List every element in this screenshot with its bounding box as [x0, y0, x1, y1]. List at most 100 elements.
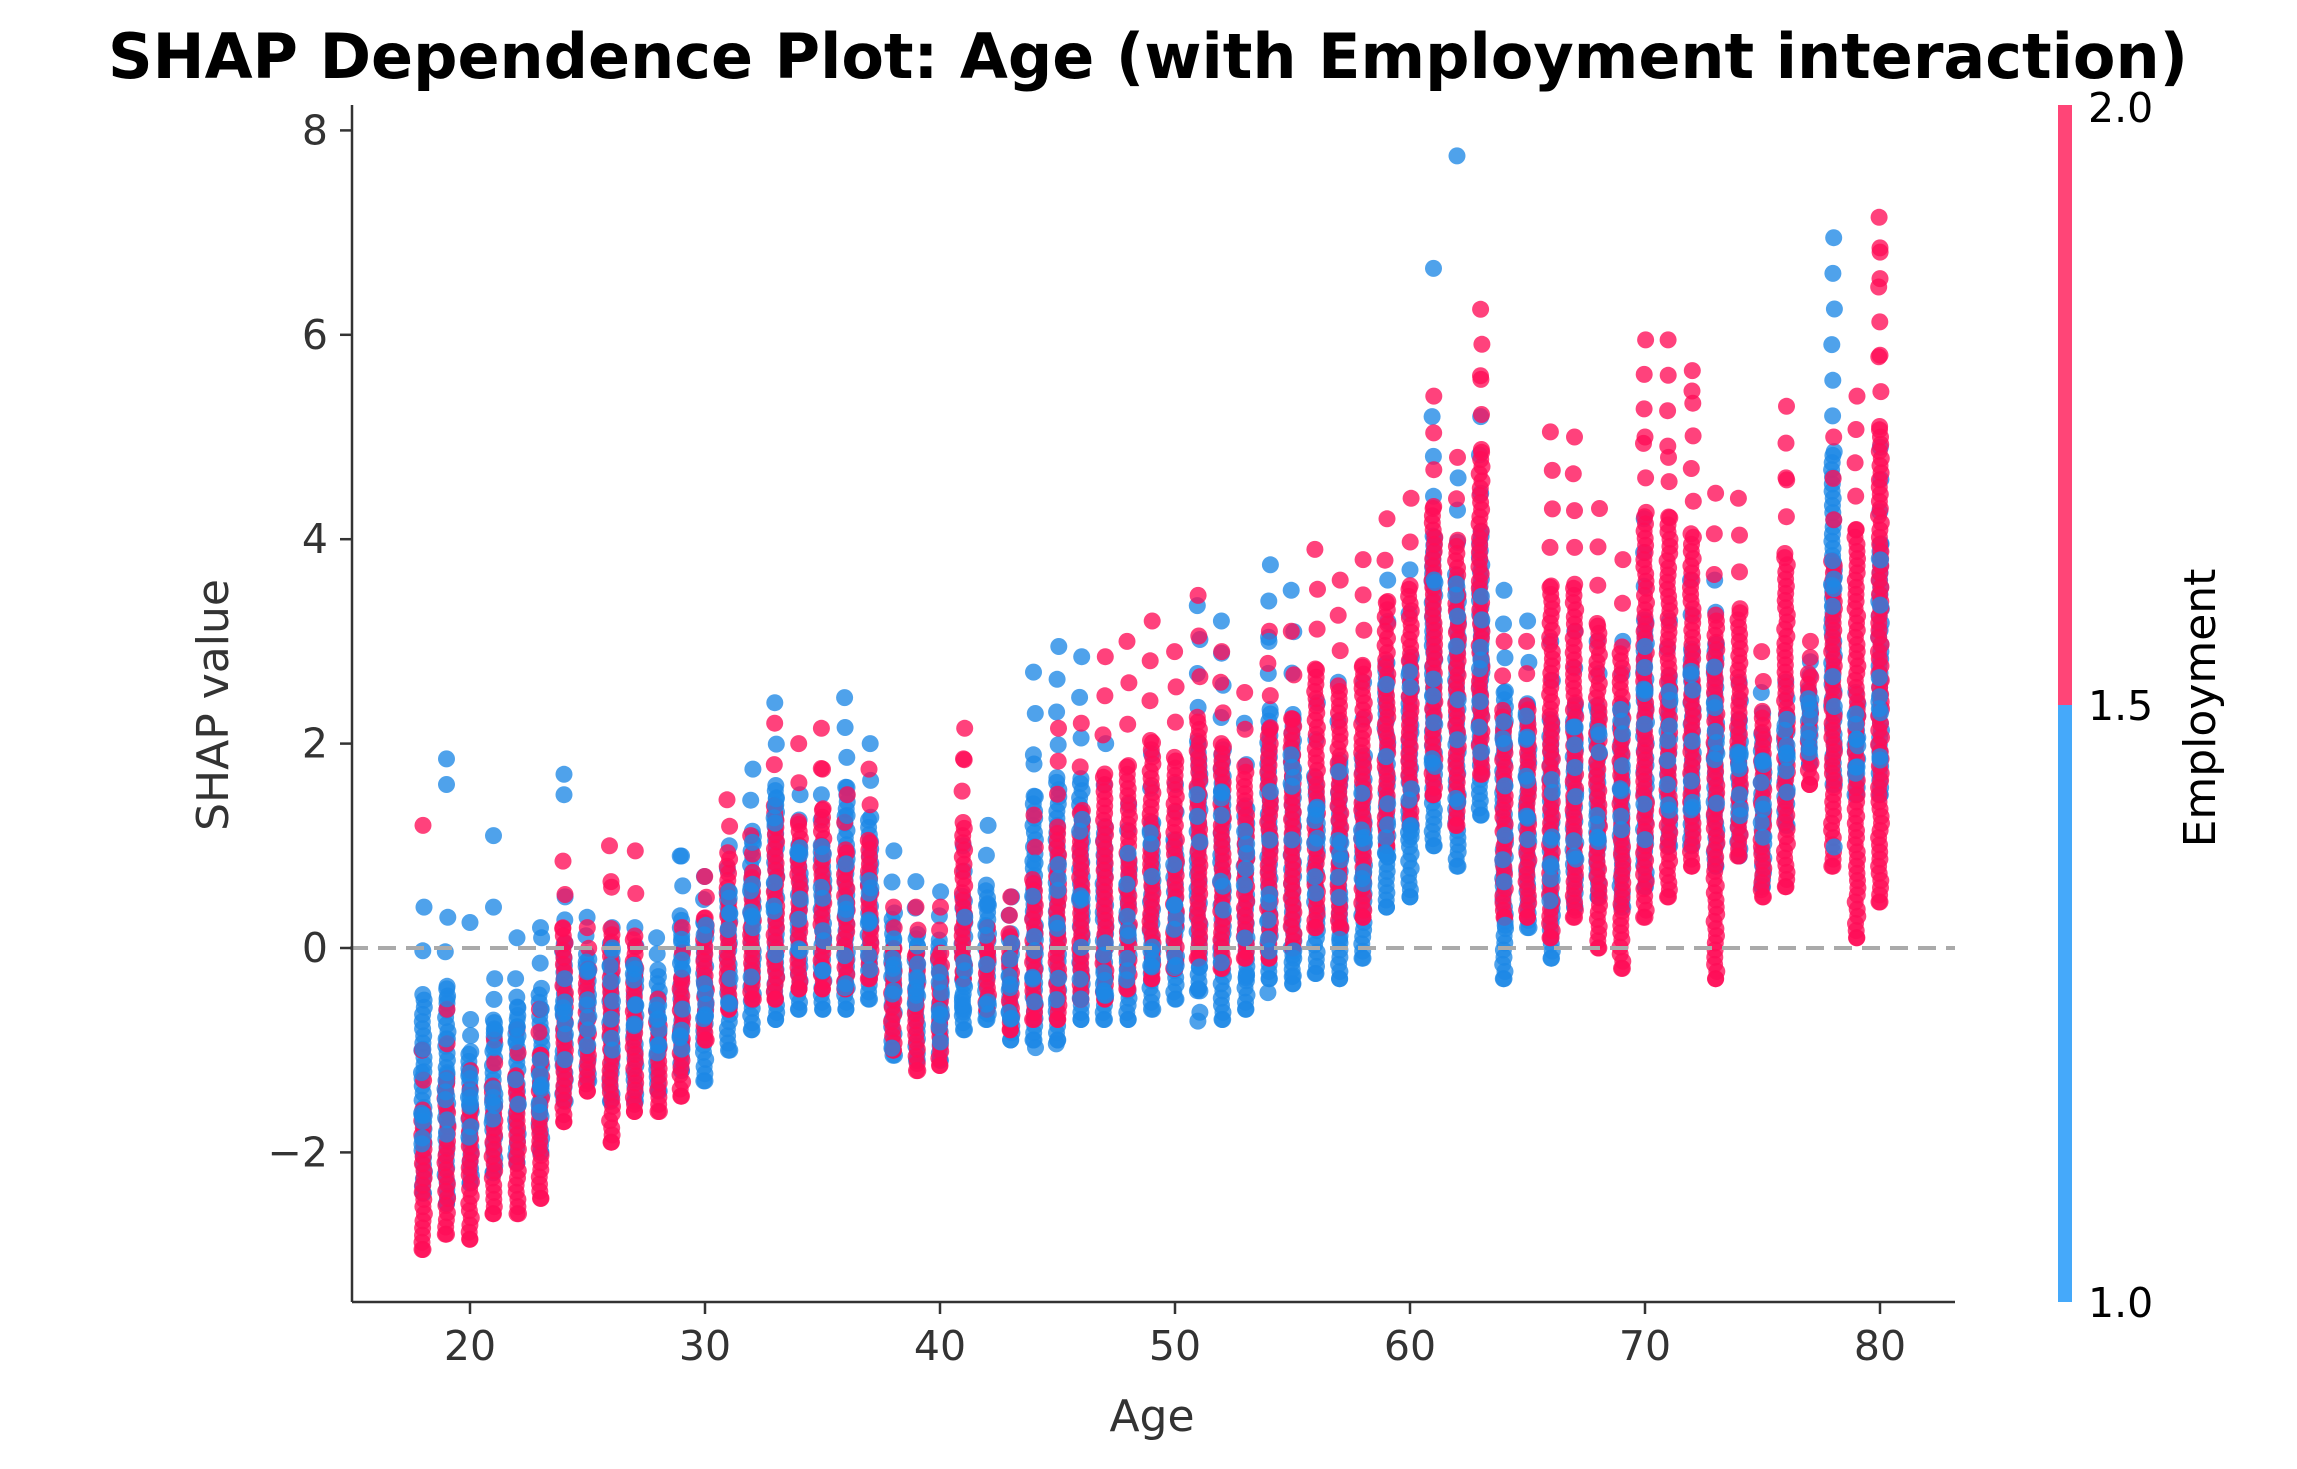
data-point [812, 786, 830, 804]
data-point [720, 994, 737, 1012]
data-point [789, 813, 807, 831]
data-point [1777, 434, 1795, 452]
data-point [1753, 702, 1771, 720]
data-point [1426, 574, 1444, 591]
data-point [1731, 807, 1749, 825]
data-point [1472, 441, 1490, 458]
data-point [979, 1005, 997, 1023]
data-point [1424, 687, 1442, 705]
data-point [1094, 726, 1112, 744]
data-point [461, 914, 479, 931]
data-point [1448, 816, 1466, 834]
data-point [508, 929, 526, 947]
data-point [1472, 743, 1490, 761]
data-point [1541, 423, 1559, 441]
data-point [1165, 748, 1183, 766]
data-point [1050, 969, 1067, 987]
data-point [1871, 270, 1889, 288]
data-point [1683, 857, 1701, 875]
data-point [1261, 783, 1279, 801]
data-point [1213, 643, 1231, 661]
data-point [1048, 914, 1065, 932]
data-point [1238, 967, 1256, 985]
data-point [1824, 407, 1842, 425]
data-point [1188, 708, 1206, 726]
data-point [885, 898, 903, 916]
data-point [907, 898, 925, 916]
data-point [1566, 908, 1583, 926]
data-point [1049, 818, 1067, 836]
data-point [1423, 408, 1441, 426]
data-point [485, 1205, 502, 1223]
data-point [1096, 648, 1114, 666]
data-point [1661, 691, 1679, 709]
data-point [1212, 735, 1230, 753]
data-point [1706, 699, 1724, 717]
data-point [1095, 964, 1113, 982]
data-point [1284, 967, 1302, 985]
data-point [883, 873, 901, 891]
data-point [1847, 758, 1865, 776]
data-point [1024, 871, 1042, 888]
y-tick-label: 8 [302, 106, 328, 154]
colorbar-tick-mid: 1.5 [2088, 682, 2153, 730]
data-point [556, 1051, 574, 1069]
data-point [1212, 789, 1230, 807]
data-point [767, 790, 785, 808]
data-point [1024, 968, 1042, 986]
data-point [1212, 872, 1229, 890]
data-point [1332, 851, 1350, 869]
data-point [1801, 709, 1819, 727]
data-point [1048, 769, 1066, 787]
data-point [1566, 736, 1584, 754]
data-point [1613, 638, 1631, 656]
x-tick-label: 30 [679, 1322, 731, 1370]
data-point [1001, 950, 1019, 968]
data-point [860, 872, 878, 890]
data-point [1355, 874, 1373, 892]
data-point [626, 960, 644, 978]
data-point [556, 1025, 574, 1043]
data-point [1871, 893, 1889, 911]
data-point [1708, 745, 1726, 762]
data-point [1306, 540, 1324, 558]
data-point [1144, 938, 1161, 956]
data-point [931, 1033, 949, 1051]
data-point [1191, 982, 1209, 1000]
data-point [484, 1110, 502, 1128]
data-point [1825, 300, 1843, 318]
data-point [1542, 949, 1560, 967]
data-point [1473, 406, 1490, 423]
data-point [1566, 718, 1584, 736]
data-point [836, 979, 854, 997]
data-point [415, 898, 433, 916]
data-point [885, 842, 903, 860]
data-point [1799, 665, 1817, 683]
data-point [720, 1041, 737, 1059]
data-point [579, 1082, 596, 1100]
data-point [1823, 336, 1841, 354]
colorbar-tick-high: 2.0 [2088, 84, 2153, 132]
data-point [554, 919, 572, 937]
data-point [626, 927, 644, 945]
data-point [1236, 822, 1254, 840]
y-axis-label: SHAP value [188, 579, 239, 831]
data-point [1047, 991, 1065, 1009]
data-point [414, 986, 432, 1003]
data-point [1659, 331, 1677, 349]
data-point [977, 926, 995, 944]
data-point [814, 962, 832, 979]
data-point [1518, 728, 1536, 746]
data-point [1589, 833, 1607, 850]
data-point [955, 1021, 972, 1039]
data-point [1025, 928, 1043, 946]
data-point [909, 955, 927, 973]
data-point [1541, 892, 1559, 910]
data-point [1802, 632, 1819, 650]
data-point [1379, 795, 1397, 813]
data-point [1847, 487, 1865, 505]
data-point [1800, 694, 1818, 712]
data-point [744, 919, 762, 937]
data-point [626, 842, 644, 860]
data-point [721, 817, 739, 835]
